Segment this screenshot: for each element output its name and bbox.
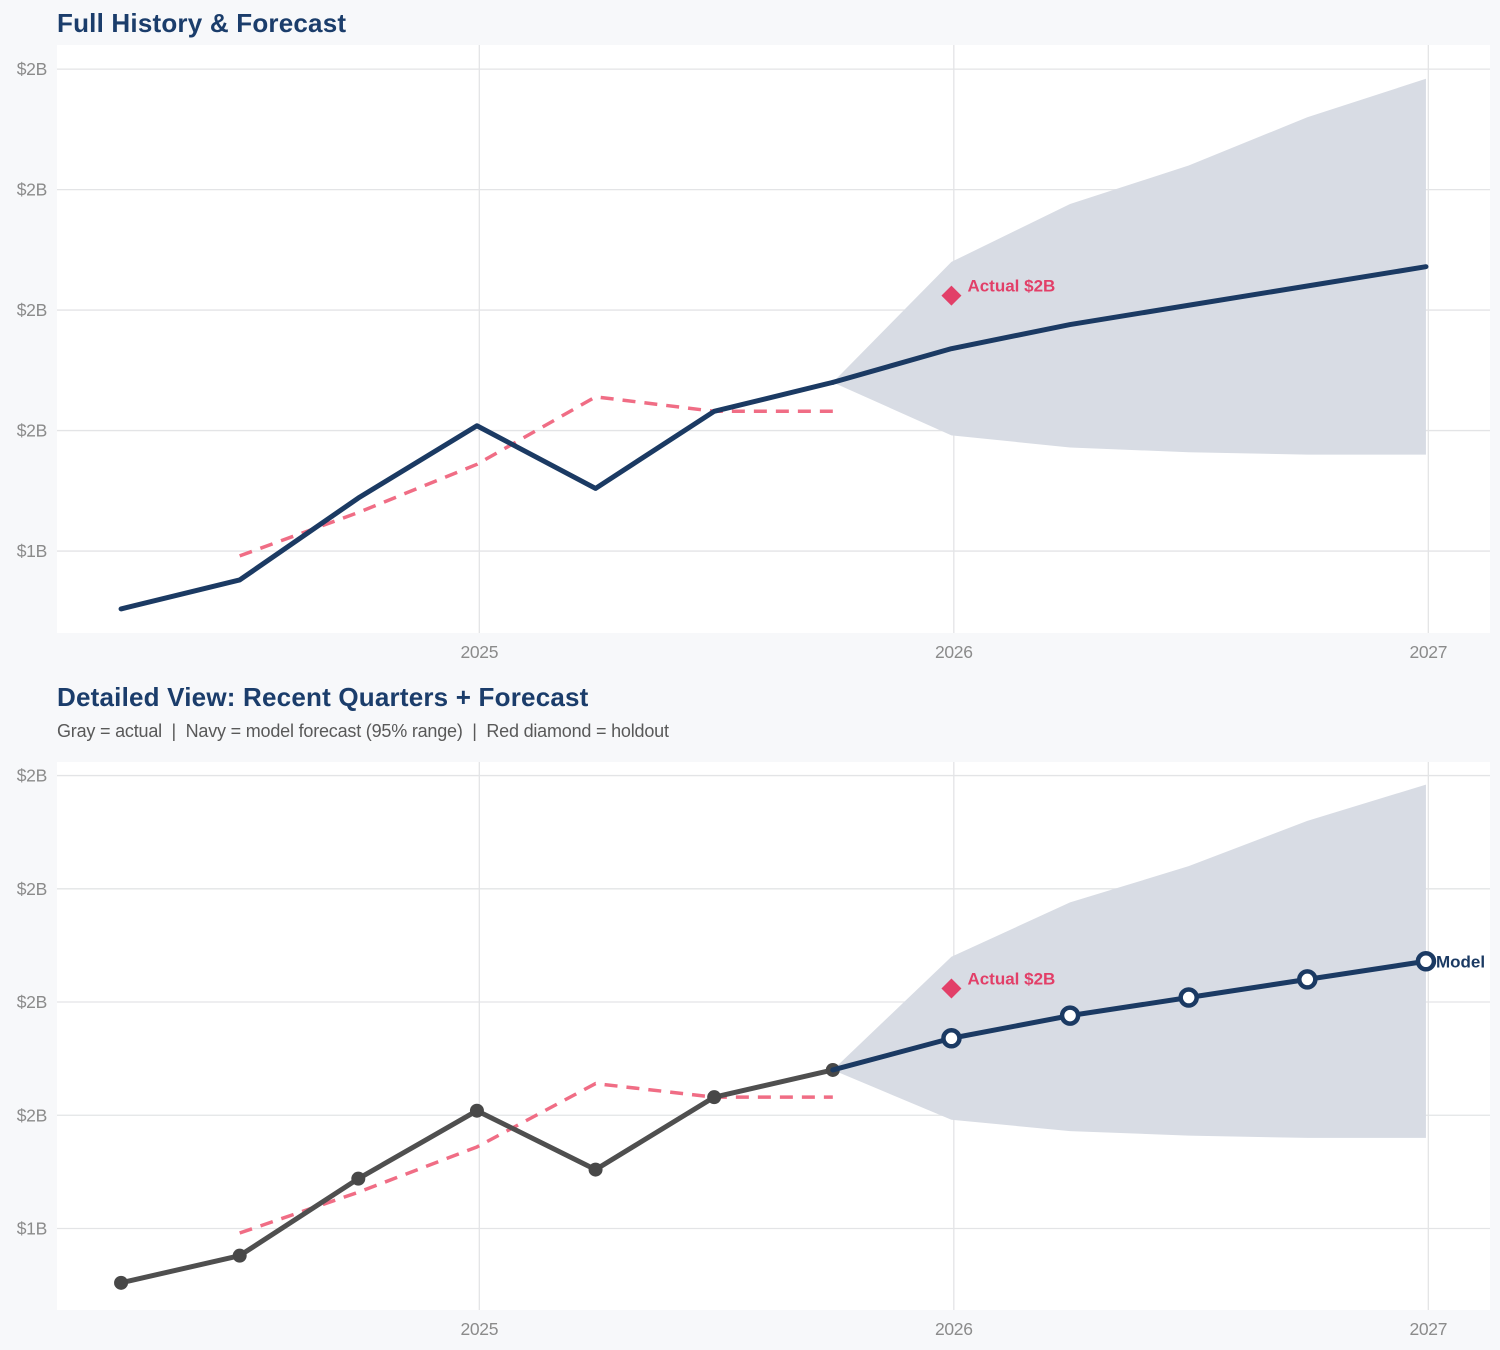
forecast-95-band-area	[832, 78, 1426, 455]
x-tick-label: 2025	[460, 642, 498, 662]
forecast-point-marker	[1297, 969, 1318, 990]
model-forecast-line	[830, 264, 1429, 385]
y-tick-label: $2B	[17, 300, 47, 320]
holdout-label: Actual $2B	[967, 969, 1055, 988]
model-fit-insample-line	[239, 395, 833, 558]
y-tick-label: $1B	[17, 541, 47, 561]
actual-point-marker	[707, 1090, 722, 1105]
forecast-point-marker	[1059, 1005, 1081, 1026]
x-tick-label: 2027	[1409, 1319, 1447, 1339]
forecast-point-marker	[1178, 987, 1199, 1008]
x-tick-label: 2027	[1409, 642, 1447, 662]
top-chart-title: Full History & Forecast	[57, 8, 347, 38]
forecast-point-marker	[1415, 951, 1437, 972]
x-tick-label: 2025	[460, 1319, 498, 1339]
bottom-chart-title: Detailed View: Recent Quarters + Forecas…	[57, 682, 589, 712]
y-tick-label: $2B	[17, 879, 47, 899]
y-tick-label: $2B	[17, 421, 47, 441]
y-tick-label: $2B	[17, 766, 47, 786]
full-history-chart: 2025 2026 2027 $1B $2B $2B $2B $2B Actual $2B	[17, 45, 1490, 662]
model-forecast-line	[830, 958, 1429, 1073]
holdout-diamond	[941, 978, 962, 999]
detailed-chart: 2025 2026 2027 $1B $2B $2B $2B $2B Actual $2B Mod…	[17, 762, 1490, 1339]
forecast-95-band-area	[832, 784, 1426, 1138]
y-tick-label: $1B	[17, 1218, 47, 1238]
bottom-chart-subtitle: Gray = actual | Navy = model forecast (9…	[57, 721, 669, 741]
actual-point-marker	[588, 1162, 603, 1177]
y-tick-label: $2B	[17, 180, 47, 200]
actual-point-marker	[351, 1171, 366, 1186]
y-tick-label: $2B	[17, 59, 47, 79]
y-tick-label: $2B	[17, 992, 47, 1012]
holdout-label: Actual $2B	[967, 277, 1055, 296]
actual-point-marker	[469, 1103, 484, 1118]
x-tick-label: 2026	[935, 642, 973, 662]
actual-history-line	[118, 379, 836, 612]
model-label: Model	[1436, 952, 1485, 971]
y-tick-label: $2B	[17, 1105, 47, 1125]
actual-point-marker	[232, 1248, 247, 1263]
actual-point-marker	[114, 1275, 129, 1290]
model-fit-insample-line	[239, 1081, 833, 1235]
forecast-point-marker	[941, 1028, 962, 1049]
holdout-diamond	[941, 285, 962, 306]
x-tick-label: 2026	[935, 1319, 973, 1339]
